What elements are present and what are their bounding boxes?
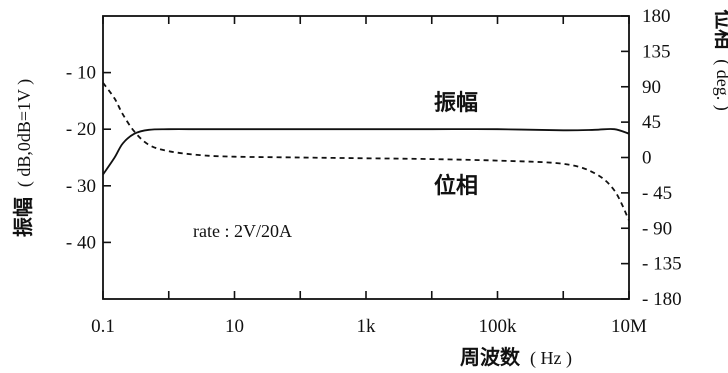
rate-annotation: rate : 2V/20A [193, 221, 292, 241]
left-tick-label: - 40 [66, 232, 96, 253]
x-tick-label: 0.1 [91, 316, 115, 337]
right-tick-label: 0 [642, 148, 652, 169]
x-tick-label: 100k [479, 316, 518, 337]
right-tick-label: - 90 [642, 218, 672, 239]
series-lines [102, 82, 630, 221]
x-tick-label: 10M [611, 316, 647, 337]
x-tick-label: 1k [357, 316, 377, 337]
right-tick-label: - 45 [642, 183, 672, 204]
left-tick-label: - 10 [66, 63, 96, 84]
left-axis-unit: ( dB,0dB=1V ) [14, 79, 35, 187]
axis-ticks [102, 15, 630, 300]
x-axis-title: 周波数 ( Hz ) [460, 345, 572, 369]
left-tick-label: - 20 [66, 119, 96, 140]
svg-text:位相 ( deg. ): 位相 ( deg. ) [712, 9, 728, 110]
right-tick-label: - 135 [642, 254, 682, 275]
x-tick-label: 10 [225, 316, 244, 337]
x-axis-label: 周波数 [460, 345, 521, 369]
right-axis-title: 位相 ( deg. ) [712, 9, 728, 110]
series-label-phase: 位相 [434, 173, 478, 199]
amplitude-line [102, 128, 630, 176]
series-label-amplitude: 振幅 [434, 91, 478, 116]
tick-labels: 0.1 10 1k 100k 10M - 10 - 20 - 30 - 40 180 135 90 45… [66, 6, 682, 337]
right-tick-label: 90 [642, 77, 661, 98]
left-axis-title: 振幅 ( dB,0dB=1V ) [11, 79, 35, 237]
x-axis-unit: ( Hz ) [530, 348, 572, 369]
right-axis-label: 位相 [712, 9, 728, 49]
right-axis-unit: ( deg. ) [712, 59, 728, 110]
svg-text:振幅 ( dB,0dB=1V ): 振幅 ( dB,0dB=1V ) [11, 79, 35, 237]
left-tick-label: - 30 [66, 176, 96, 197]
plot-frame [102, 15, 630, 300]
left-axis-label: 振幅 [11, 197, 35, 237]
right-tick-label: 45 [642, 112, 661, 133]
right-tick-label: 135 [642, 41, 671, 62]
right-tick-label: 180 [642, 6, 671, 27]
phase-line [102, 82, 630, 221]
right-tick-label: - 180 [642, 289, 682, 310]
